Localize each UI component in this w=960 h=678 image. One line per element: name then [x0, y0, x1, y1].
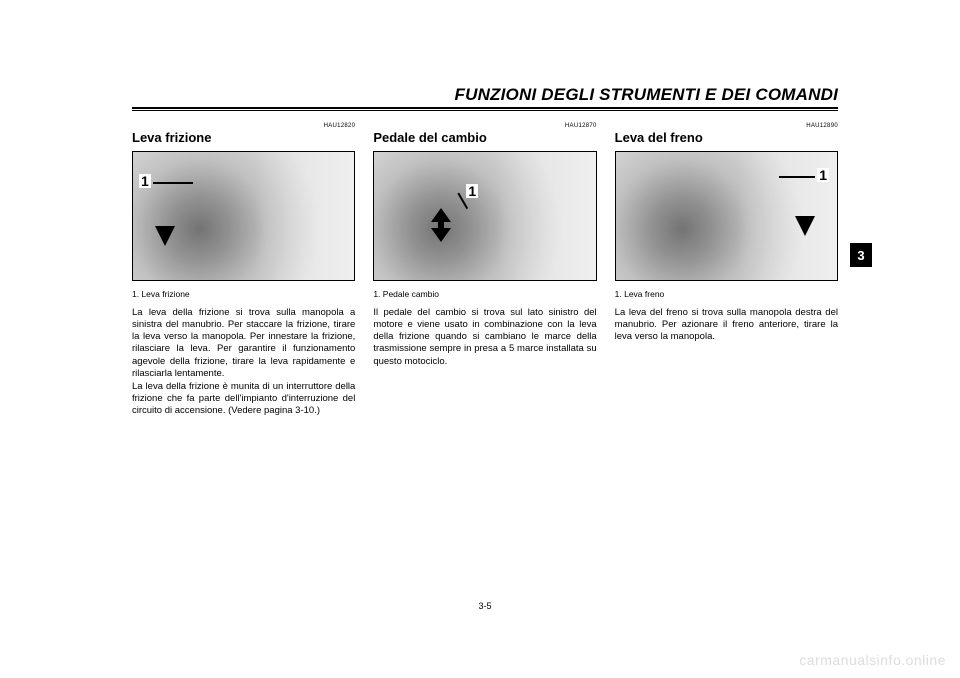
section-heading: Leva frizione — [132, 130, 355, 145]
callout-label: 1 — [139, 174, 151, 188]
title-rule — [132, 107, 838, 111]
content-columns: HAU12820 Leva frizione 1 1. Leva frizion… — [132, 123, 838, 418]
body-text: La leva del freno si trova sulla manopol… — [615, 307, 838, 343]
figure-caption: 1. Leva frizione — [132, 289, 355, 299]
callout-leader — [779, 176, 815, 178]
callout-label: 1 — [466, 184, 478, 198]
doc-code: HAU12870 — [373, 123, 596, 129]
doc-code: HAU12890 — [615, 123, 838, 129]
body-text: Il pedale del cambio si trova sul lato s… — [373, 307, 596, 368]
callout-label: 1 — [817, 168, 829, 182]
column-3: HAU12890 Leva del freno 1 1. Leva freno … — [615, 123, 838, 418]
paragraph: La leva della frizione si trova sulla ma… — [132, 307, 355, 380]
section-heading: Pedale del cambio — [373, 130, 596, 145]
figure-caption: 1. Pedale cambio — [373, 289, 596, 299]
chapter-tab: 3 — [850, 243, 872, 267]
arrow-down-icon — [795, 216, 815, 236]
manual-page: FUNZIONI DEGLI STRUMENTI E DEI COMANDI 3… — [132, 85, 838, 607]
paragraph: Il pedale del cambio si trova sul lato s… — [373, 307, 596, 368]
arrow-down-icon — [155, 226, 175, 246]
paragraph: La leva della frizione è munita di un in… — [132, 381, 355, 417]
body-text: La leva della frizione si trova sulla ma… — [132, 307, 355, 417]
doc-code: HAU12820 — [132, 123, 355, 129]
arrow-updown-icon — [436, 208, 446, 242]
figure-caption: 1. Leva freno — [615, 289, 838, 299]
figure-shift-pedal: 1 — [373, 151, 596, 281]
paragraph: La leva del freno si trova sulla manopol… — [615, 307, 838, 343]
figure-brake-lever: 1 — [615, 151, 838, 281]
column-1: HAU12820 Leva frizione 1 1. Leva frizion… — [132, 123, 355, 418]
page-title: FUNZIONI DEGLI STRUMENTI E DEI COMANDI — [132, 85, 838, 107]
column-2: HAU12870 Pedale del cambio 1 1. Pedale c… — [373, 123, 596, 418]
figure-clutch-lever: 1 — [132, 151, 355, 281]
callout-leader — [153, 182, 193, 184]
watermark: carmanualsinfo.online — [799, 652, 946, 668]
section-heading: Leva del freno — [615, 130, 838, 145]
page-number: 3-5 — [132, 601, 838, 611]
